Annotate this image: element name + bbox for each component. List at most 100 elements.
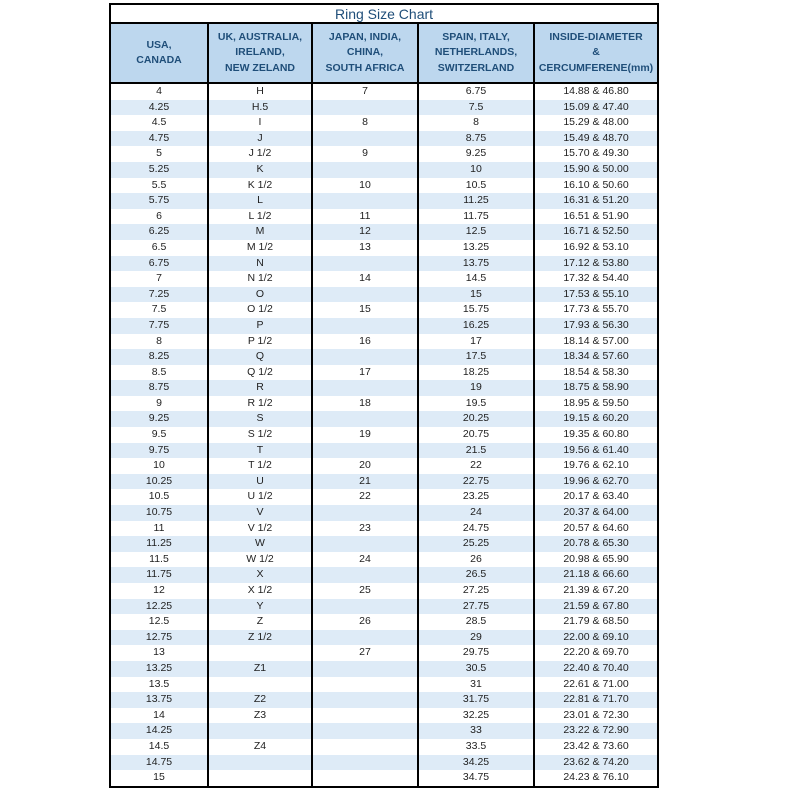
table-cell	[311, 676, 419, 693]
table-cell: U 1/2	[207, 489, 313, 506]
table-cell: W	[207, 536, 313, 552]
table-cell	[311, 629, 419, 646]
table-cell	[311, 380, 419, 396]
table-cell: 10	[109, 458, 209, 474]
table-cell: 19.15 & 60.20	[532, 411, 660, 428]
table-cell: S 1/2	[207, 427, 313, 443]
table-cell: 5.5	[109, 177, 209, 194]
table-cell: 18.95 & 59.50	[532, 395, 660, 412]
table-cell: 16.51 & 51.90	[532, 208, 660, 225]
column-header-japan-india-china-south-africa: JAPAN, INDIA, CHINA, SOUTH AFRICA	[311, 23, 419, 84]
table-cell: 21.18 & 66.60	[532, 567, 660, 583]
table-cell: 14.25	[109, 723, 209, 739]
table-cell: N	[207, 255, 313, 272]
table-row: 14.25 33 23.22 & 72.90	[109, 723, 660, 739]
table-cell: R 1/2	[207, 395, 313, 412]
table-cell: 24.75	[417, 520, 535, 537]
table-cell: 14.88 & 46.80	[532, 83, 660, 100]
table-cell: 18.75 & 58.90	[532, 380, 660, 396]
table-cell: 20.17 & 63.40	[532, 489, 660, 506]
table-cell: N 1/2	[207, 271, 313, 287]
table-cell: 8.25	[109, 349, 209, 365]
table-cell: 31	[417, 676, 535, 693]
table-cell: H	[207, 83, 313, 100]
table-cell: 13.25	[417, 239, 535, 256]
table-cell: 20.37 & 64.00	[532, 505, 660, 521]
table-cell: 9	[109, 395, 209, 412]
table-cell: 21.5	[417, 442, 535, 459]
table-cell: 13	[311, 239, 419, 256]
table-row: 6.25 M 12 12.5 16.71 & 52.50	[109, 224, 660, 240]
table-cell: 8	[109, 333, 209, 350]
table-cell: 17	[417, 333, 535, 350]
table-cell: 18.54 & 58.30	[532, 364, 660, 381]
table-cell: 17	[311, 364, 419, 381]
table-cell: J 1/2	[207, 146, 313, 162]
table-row: 9.75 T 21.5 19.56 & 61.40	[109, 442, 660, 459]
table-cell: 4	[109, 83, 209, 100]
table-row: 10 T 1/2 20 22 19.76 & 62.10	[109, 458, 660, 474]
table-cell: 21.79 & 68.50	[532, 614, 660, 630]
table-cell: 6.75	[109, 255, 209, 272]
table-cell	[207, 645, 313, 661]
table-cell	[311, 692, 419, 708]
table-cell	[311, 738, 419, 755]
table-cell: V 1/2	[207, 520, 313, 537]
table-cell: 33	[417, 723, 535, 739]
table-cell: 13.5	[109, 676, 209, 693]
table-cell: 16	[311, 333, 419, 350]
table-cell: 11.75	[109, 567, 209, 583]
table-cell	[311, 567, 419, 583]
table-cell: 5	[109, 146, 209, 162]
table-cell: 15.70 & 49.30	[532, 146, 660, 162]
table-cell: 26	[417, 551, 535, 568]
table-cell	[311, 707, 419, 724]
table-cell: 23.62 & 74.20	[532, 754, 660, 771]
table-cell: 14.5	[417, 271, 535, 287]
table-cell: 4.75	[109, 130, 209, 147]
table-cell: 17.53 & 55.10	[532, 286, 660, 303]
table-cell: 17.32 & 54.40	[532, 271, 660, 287]
table-cell: U	[207, 473, 313, 490]
table-cell: 15.75	[417, 302, 535, 318]
table-cell: 7.5	[417, 99, 535, 116]
table-cell	[207, 770, 313, 787]
ring-size-chart-table: Ring Size Chart USA, CANADA UK, AUSTRALI…	[109, 3, 660, 788]
table-row: 12 X 1/2 25 27.25 21.39 & 67.20	[109, 583, 660, 599]
table-cell: V	[207, 505, 313, 521]
table-cell: 28.5	[417, 614, 535, 630]
ring-size-table-body: 4 H 7 6.75 14.88 & 46.80 4.25 H.5 7.5 15.09 & 47…	[109, 83, 660, 787]
table-cell: 10.5	[109, 489, 209, 506]
table-cell: 6.25	[109, 224, 209, 240]
table-cell: 25.25	[417, 536, 535, 552]
table-cell: 14	[311, 271, 419, 287]
table-row: 15 34.75 24.23 & 76.10	[109, 770, 660, 787]
table-cell: 12	[311, 224, 419, 240]
table-cell: 21	[311, 473, 419, 490]
table-cell	[311, 99, 419, 116]
table-row: 9.25 S 20.25 19.15 & 60.20	[109, 411, 660, 428]
table-cell: 14.5	[109, 738, 209, 755]
table-cell: 33.5	[417, 738, 535, 755]
table-cell: I	[207, 115, 313, 131]
table-cell: 15	[417, 286, 535, 303]
table-cell: 7.25	[109, 286, 209, 303]
table-cell: 9.75	[109, 442, 209, 459]
table-cell	[311, 317, 419, 334]
table-cell: 19.96 & 62.70	[532, 473, 660, 490]
table-cell	[311, 754, 419, 771]
table-cell	[311, 536, 419, 552]
table-row: 11.25 W 25.25 20.78 & 65.30	[109, 536, 660, 552]
table-cell: H.5	[207, 99, 313, 116]
table-cell: 27.25	[417, 583, 535, 599]
table-cell: 19.35 & 60.80	[532, 427, 660, 443]
table-cell: 22.00 & 69.10	[532, 629, 660, 646]
table-cell: 23.42 & 73.60	[532, 738, 660, 755]
table-cell: K 1/2	[207, 177, 313, 194]
table-cell: 19.5	[417, 395, 535, 412]
table-cell	[311, 723, 419, 739]
table-cell: Z1	[207, 660, 313, 677]
table-cell: L	[207, 193, 313, 209]
table-row: 13.25 Z1 30.5 22.40 & 70.40	[109, 660, 660, 677]
